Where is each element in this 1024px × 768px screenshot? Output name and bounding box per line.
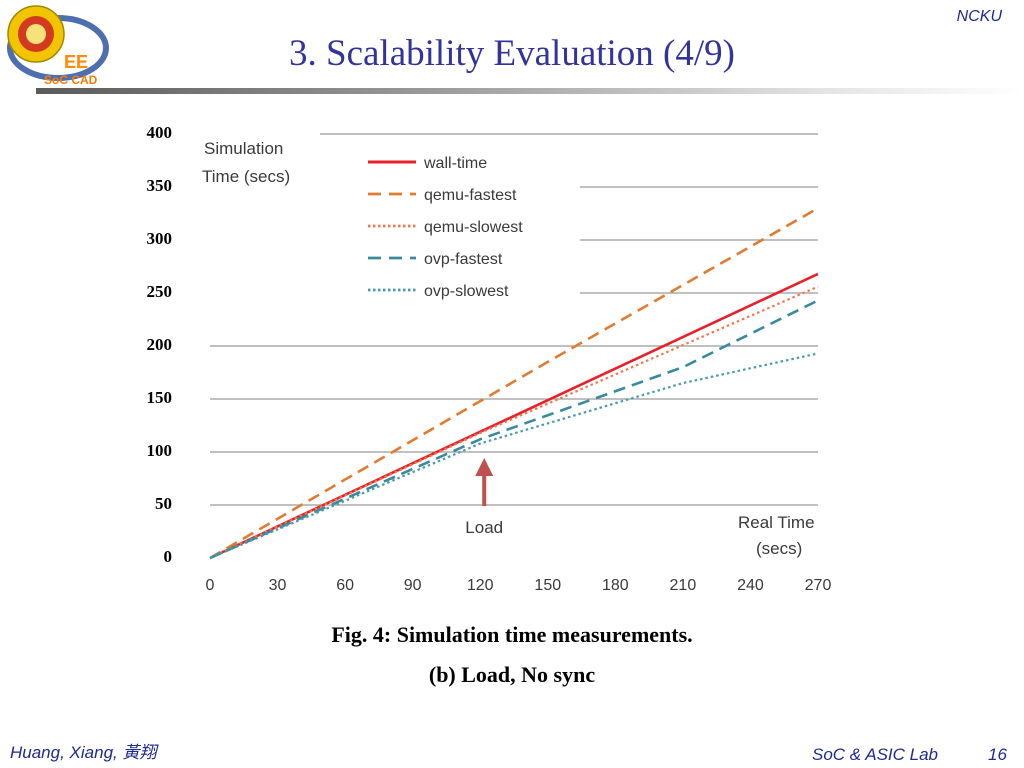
- y-tick-100: 100: [146, 441, 173, 460]
- legend-label-qemu-slowest: qemu-slowest: [424, 219, 523, 236]
- page-title: 3. Scalability Evaluation (4/9): [289, 33, 735, 74]
- x-axis-label-line1: Real Time: [738, 513, 815, 532]
- x-tick-270: 270: [805, 577, 832, 594]
- chart-series: [209, 207, 819, 560]
- lab-label: SoC & ASIC Lab: [812, 745, 938, 764]
- x-tick-90: 90: [404, 577, 422, 594]
- figure-subcaption: (b) Load, No sync: [428, 662, 596, 687]
- axis-label-mask: [200, 130, 320, 310]
- title-divider: [36, 88, 1024, 94]
- author-label: Huang, Xiang, 黃翔: [10, 743, 157, 762]
- chart-legend: wall-time qemu-fastest qemu-slowest ovp-fas…: [368, 155, 523, 300]
- x-tick-120: 120: [467, 577, 494, 594]
- x-tick-210: 210: [670, 577, 697, 594]
- x-tick-150: 150: [534, 577, 561, 594]
- y-tick-50: 50: [155, 494, 172, 513]
- ee-logo: EE SoC CAD: [4, 2, 114, 90]
- legend-mask: [320, 146, 580, 306]
- line-chart: 0 30 60 90 120 150 180 210 240 270 Simulation Tim…: [200, 130, 832, 594]
- load-arrow-head: [475, 458, 494, 476]
- x-tick-0: 0: [206, 577, 215, 594]
- x-axis-label-line2: (secs): [756, 539, 802, 558]
- x-tick-180: 180: [602, 577, 629, 594]
- x-tick-240: 240: [737, 577, 764, 594]
- series-ovp-fastest: [209, 299, 819, 560]
- y-axis-label-line1: Simulation: [204, 139, 283, 158]
- legend-label-ovp-fastest: ovp-fastest: [424, 251, 503, 268]
- org-label: NCKU: [956, 8, 1002, 25]
- y-tick-350: 350: [146, 176, 173, 195]
- legend-label-wall-time: wall-time: [423, 155, 487, 172]
- x-tick-labels: 0 30 60 90 120 150 180 210 240 270: [206, 577, 832, 594]
- y-tick-0: 0: [163, 547, 173, 566]
- load-annotation-label: Load: [465, 518, 503, 537]
- logo-soc-cad-text: SoC CAD: [44, 73, 98, 87]
- figure-caption: Fig. 4: Simulation time measurements.: [331, 622, 693, 647]
- y-tick-250: 250: [146, 282, 173, 301]
- legend-label-qemu-fastest: qemu-fastest: [424, 187, 517, 204]
- y-tick-300: 300: [146, 229, 173, 248]
- x-tick-30: 30: [269, 577, 287, 594]
- legend-label-ovp-slowest: ovp-slowest: [424, 283, 509, 300]
- x-tick-60: 60: [336, 577, 354, 594]
- y-tick-400: 400: [146, 123, 173, 142]
- series-qemu-slowest: [209, 285, 819, 559]
- series-ovp-slowest: [209, 352, 819, 560]
- y-axis-label-line2: Time (secs): [202, 167, 290, 186]
- logo-ee-text: EE: [64, 52, 88, 72]
- y-tick-200: 200: [146, 335, 173, 354]
- series-qemu-fastest: [209, 207, 819, 560]
- y-tick-150: 150: [146, 388, 173, 407]
- load-annotation: Load: [465, 458, 503, 537]
- page-number: 16: [988, 745, 1007, 764]
